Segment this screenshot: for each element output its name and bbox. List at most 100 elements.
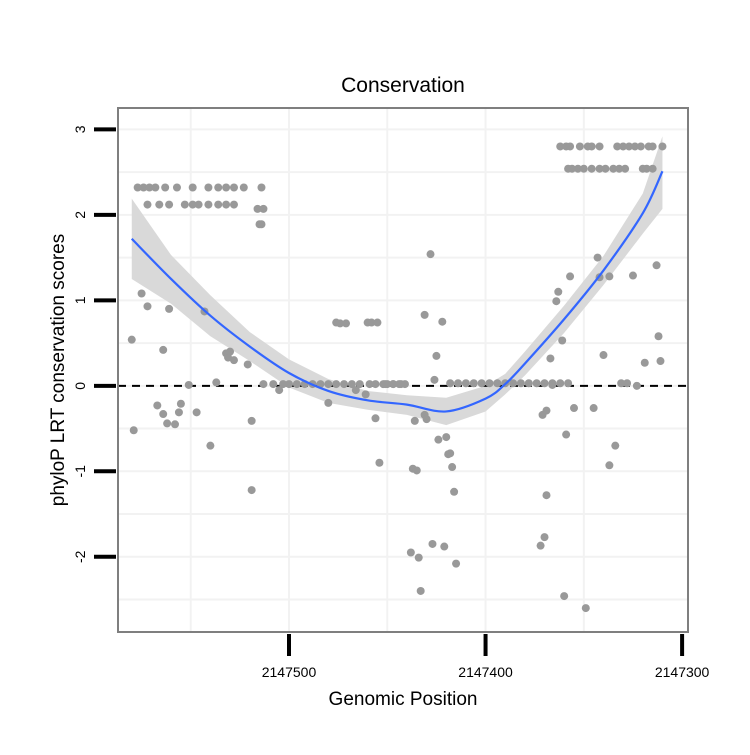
data-point: [564, 379, 573, 388]
data-point: [601, 164, 610, 173]
data-point: [285, 380, 293, 389]
data-point: [192, 408, 201, 417]
data-point: [556, 379, 565, 388]
data-point: [222, 183, 231, 192]
data-point: [259, 204, 268, 213]
data-point: [654, 332, 663, 341]
data-point: [355, 380, 364, 389]
data-point: [461, 379, 470, 388]
panel-border: [117, 107, 689, 633]
data-point: [452, 559, 461, 568]
data-point: [171, 420, 179, 429]
data-point: [623, 379, 632, 388]
data-point: [229, 200, 238, 209]
data-point: [410, 416, 419, 425]
data-point: [247, 486, 256, 495]
data-point: [243, 360, 252, 369]
data-point: [656, 357, 665, 366]
data-point: [161, 183, 170, 192]
data-point: [630, 142, 639, 151]
data-point: [430, 375, 439, 384]
data-point: [587, 142, 596, 151]
confidence-ribbon: [131, 136, 663, 426]
x-tick-label: 2147400: [458, 664, 513, 680]
data-point: [428, 539, 437, 548]
data-point: [143, 302, 152, 311]
data-point: [137, 289, 146, 298]
data-point: [253, 204, 262, 213]
x-tick-label: 2147500: [262, 664, 317, 680]
data-point: [648, 164, 657, 173]
data-point: [416, 586, 425, 595]
data-point: [194, 200, 203, 209]
data-point: [365, 380, 374, 389]
data-point: [548, 380, 557, 389]
y-tick-label: -2: [72, 550, 88, 563]
data-point: [595, 142, 604, 151]
data-point: [188, 183, 197, 192]
data-point: [493, 379, 502, 388]
data-point: [605, 461, 614, 470]
data-point: [448, 463, 457, 472]
data-point: [642, 164, 651, 173]
data-point: [593, 253, 602, 262]
axes: 3 2 1 0 -1 -2 2147500 2147400 2147300: [72, 125, 710, 680]
data-point: [566, 272, 575, 281]
data-point: [269, 380, 278, 389]
data-point: [570, 404, 578, 413]
data-point: [292, 380, 301, 389]
data-point: [613, 142, 622, 151]
data-point: [159, 345, 168, 354]
data-point: [351, 386, 360, 395]
y-tick-label: 3: [72, 125, 88, 133]
data-point: [259, 380, 268, 389]
data-point: [446, 449, 455, 458]
data-point: [184, 380, 193, 389]
data-point: [615, 164, 624, 173]
y-tick-label: 1: [72, 296, 88, 304]
data-point: [373, 318, 382, 327]
chart-title: Conservation: [341, 74, 465, 97]
data-point: [438, 317, 447, 326]
data-point: [605, 272, 614, 281]
data-point: [581, 604, 590, 613]
data-point: [367, 318, 376, 327]
data-point: [540, 533, 549, 542]
data-point: [342, 319, 350, 328]
data-point: [552, 297, 561, 306]
data-point: [599, 351, 608, 360]
data-point: [658, 142, 667, 151]
data-point: [485, 379, 494, 388]
data-point: [229, 183, 238, 192]
data-point: [575, 142, 584, 151]
data-point: [165, 304, 174, 313]
data-point: [589, 404, 598, 413]
data-point: [454, 379, 463, 388]
data-point: [414, 553, 423, 562]
data-point: [426, 250, 435, 259]
data-point: [652, 261, 661, 270]
data-point: [226, 347, 235, 356]
data-point: [214, 200, 223, 209]
data-point: [145, 183, 154, 192]
data-point: [450, 487, 459, 496]
data-point: [165, 200, 174, 209]
data-point: [204, 200, 213, 209]
data-point: [275, 386, 284, 395]
data-point: [434, 435, 443, 444]
data-point: [257, 220, 266, 229]
data-point: [628, 271, 637, 280]
data-point: [566, 142, 575, 151]
data-point: [554, 287, 563, 296]
data-point: [143, 200, 152, 209]
data-point: [176, 399, 185, 408]
data-point: [536, 541, 545, 550]
data-point: [579, 164, 588, 173]
data-point: [129, 426, 138, 435]
data-point: [239, 183, 248, 192]
data-point: [516, 379, 525, 388]
data-point: [542, 406, 551, 415]
y-tick-label: 0: [72, 382, 88, 390]
